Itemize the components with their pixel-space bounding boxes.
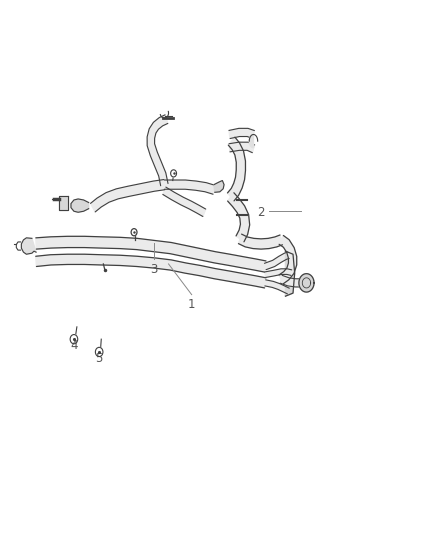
Polygon shape (229, 128, 254, 139)
Text: 5: 5 (95, 352, 103, 365)
Text: 2: 2 (257, 206, 265, 219)
Polygon shape (249, 134, 254, 148)
Polygon shape (164, 180, 215, 194)
Polygon shape (147, 115, 168, 185)
Polygon shape (36, 236, 266, 272)
Polygon shape (228, 193, 250, 242)
Polygon shape (227, 137, 245, 201)
Circle shape (131, 229, 137, 236)
Polygon shape (265, 269, 292, 278)
Text: 1: 1 (188, 298, 195, 311)
Polygon shape (279, 236, 297, 284)
Polygon shape (280, 276, 303, 287)
Polygon shape (214, 181, 224, 192)
Polygon shape (265, 280, 290, 294)
Polygon shape (299, 273, 314, 292)
Polygon shape (163, 187, 206, 216)
Polygon shape (91, 180, 165, 212)
Polygon shape (265, 252, 289, 270)
Text: 3: 3 (150, 263, 158, 276)
Circle shape (70, 335, 78, 344)
Circle shape (171, 170, 177, 177)
Text: 4: 4 (70, 340, 78, 352)
Polygon shape (238, 234, 283, 249)
Polygon shape (36, 254, 266, 288)
Polygon shape (21, 238, 36, 254)
Polygon shape (71, 199, 88, 212)
Polygon shape (229, 142, 254, 152)
Polygon shape (59, 196, 67, 210)
Polygon shape (286, 251, 295, 296)
Circle shape (95, 348, 103, 357)
